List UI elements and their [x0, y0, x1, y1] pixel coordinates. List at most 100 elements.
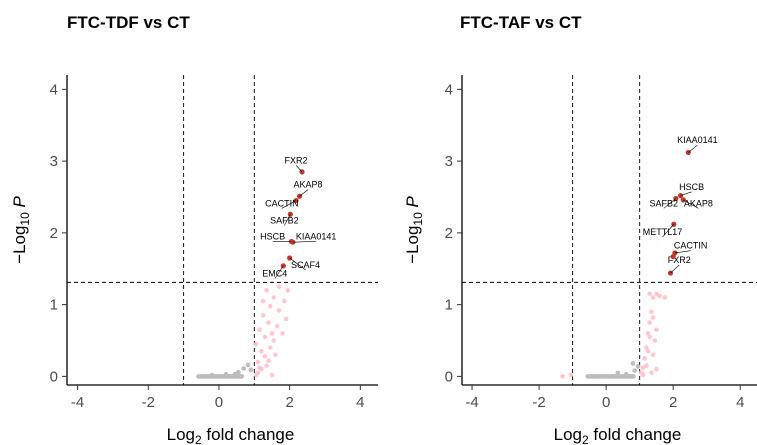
x-tick-label: 0: [602, 394, 610, 411]
x-tick-label: 2: [669, 394, 677, 411]
x-tick-label: -4: [71, 394, 84, 411]
y-tick-label: 2: [445, 225, 453, 242]
y-tick-label: 4: [445, 81, 453, 98]
ns-point: [209, 372, 215, 378]
fc-point: [260, 313, 266, 318]
label-connector: [281, 200, 297, 209]
fc-point: [662, 295, 668, 300]
panel-2: FTC-TAF vs CT -4 -2 0 2 4 0 1 2 3 4 KIAA0141 HSCBSAF…: [403, 13, 757, 445]
fc-point: [257, 327, 262, 333]
x-axis-title: Log2 fold change: [554, 425, 682, 445]
fc-point: [260, 298, 266, 304]
fc-point: [285, 287, 291, 293]
ns-point: [632, 368, 637, 373]
gene-label: FXR2: [668, 255, 691, 265]
y-tick-label: 1: [445, 297, 453, 314]
gene-label: CACTIN: [674, 241, 708, 251]
fc-point: [264, 363, 269, 368]
y-tick-label: 0: [445, 368, 453, 385]
fc-point: [647, 334, 653, 340]
fc-point: [269, 331, 275, 336]
gene-label: METTL17: [643, 227, 683, 237]
fc-point: [654, 291, 659, 297]
y-tick-label: 1: [50, 297, 58, 314]
x-tick-label: 2: [285, 394, 293, 411]
y-tick-label: 0: [50, 368, 58, 385]
gene-label: SAFB2: [270, 216, 299, 226]
fc-point: [280, 331, 285, 336]
gene-label: CACTIN: [265, 198, 299, 208]
fc-point: [642, 356, 647, 361]
label-connector: [683, 199, 699, 209]
label-connector: [295, 165, 303, 173]
x-tick-label: -4: [465, 394, 478, 411]
fc-point: [650, 295, 656, 300]
fc-point: [645, 348, 651, 354]
fc-point: [259, 348, 264, 354]
fc-point: [276, 308, 282, 313]
gene-label: KIAA0141: [677, 135, 718, 145]
fc-point: [276, 284, 282, 289]
ns-point: [623, 371, 629, 377]
label-connector: [274, 265, 284, 279]
ns-point: [248, 367, 254, 373]
fc-point: [645, 331, 651, 336]
fc-point: [262, 353, 268, 359]
y-tick-label: 4: [50, 81, 58, 98]
fc-point: [267, 345, 273, 350]
gene-label: SCAF4: [291, 260, 320, 270]
fc-point: [266, 320, 271, 325]
label-connector: [289, 257, 306, 271]
fc-point: [266, 358, 271, 363]
fc-point: [273, 352, 278, 358]
fc-point: [271, 295, 277, 300]
x-tick-label: 4: [736, 394, 744, 411]
significant-point: [287, 211, 293, 217]
fc-point: [264, 287, 269, 293]
fc-point: [644, 363, 649, 368]
label-connector: [674, 250, 691, 254]
label-connector: [670, 264, 680, 274]
significant-point: [670, 253, 676, 260]
label-connector: [688, 144, 698, 153]
fc-point: [644, 345, 649, 350]
label-connector: [680, 191, 692, 196]
ns-point: [245, 362, 251, 368]
fc-point: [647, 320, 653, 325]
fc-point: [283, 316, 289, 322]
fc-point: [640, 365, 646, 371]
fc-point: [652, 338, 658, 343]
y-axis-title: −Log10 P: [10, 195, 32, 263]
label-connector: [292, 241, 317, 243]
fc-point: [647, 291, 653, 297]
fc-point: [257, 365, 262, 371]
x-tick-label: 0: [215, 394, 223, 411]
x-tick-label: -2: [532, 394, 545, 411]
x-tick-label: -2: [142, 394, 155, 411]
gene-label: SAFB2: [650, 198, 679, 208]
ns-point: [630, 361, 636, 366]
chart-title: FTC-TDF vs CT: [67, 13, 190, 32]
fc-point: [253, 372, 259, 378]
fc-point: [650, 315, 656, 320]
ns-point: [241, 366, 247, 371]
x-tick-label: 4: [356, 394, 364, 411]
gene-label: HSCB: [679, 182, 704, 192]
fc-point: [269, 372, 275, 378]
gene-label: KIAA0141: [296, 231, 337, 241]
ns-point: [223, 371, 229, 377]
gene-label: HSCB: [260, 231, 285, 241]
label-connector: [662, 224, 675, 238]
fc-point: [649, 309, 654, 315]
panel-1: FTC-TDF vs CT -4 -2 0 2 4 0 1 2 3 4 FXR2 AKAP8 CACTIN…: [10, 13, 378, 445]
x-axis-title: Log2 fold change: [167, 425, 295, 445]
label-connector: [663, 198, 677, 209]
fc-point: [568, 372, 574, 378]
ns-point: [232, 371, 238, 377]
fc-point: [267, 303, 273, 309]
y-axis-title: −Log10 P: [403, 195, 425, 263]
ns-point: [236, 369, 241, 375]
fc-point: [649, 370, 654, 376]
label-connector: [284, 214, 291, 226]
ns-point: [631, 374, 636, 379]
